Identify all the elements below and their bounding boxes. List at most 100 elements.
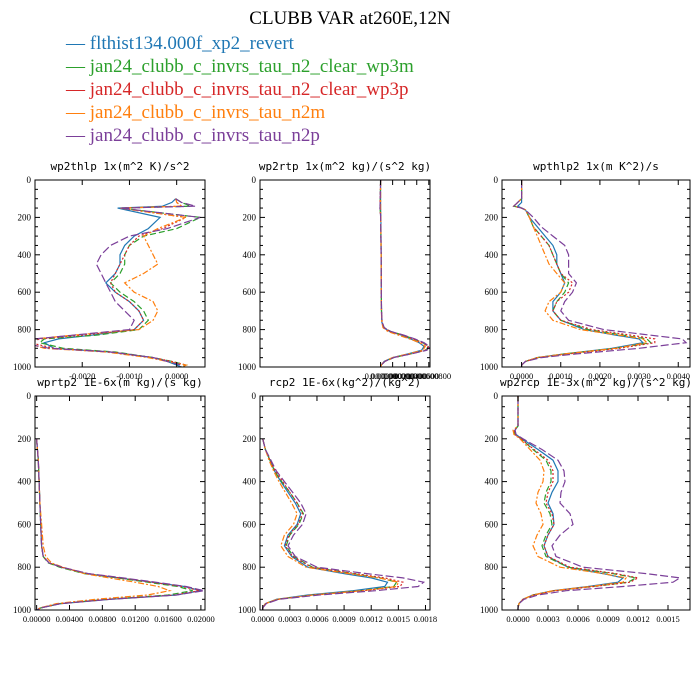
x-tick-label: 0.0009 — [596, 614, 619, 624]
y-tick-label: 400 — [243, 477, 257, 487]
legend-line-icon: — — [66, 102, 90, 123]
x-tick-label: 0.0003 — [278, 614, 301, 624]
x-tick-label: 0.02000 — [187, 614, 215, 624]
series-line — [262, 438, 398, 610]
x-tick-label: -0.0020 — [69, 371, 95, 381]
series-line — [379, 180, 430, 367]
legend-line-icon: — — [66, 79, 90, 100]
y-tick-label: 800 — [18, 562, 32, 572]
chart-panel: wp2thlp 1x(m^2 K)/s^2 0 200 400 600 800 1000 -0… — [13, 160, 206, 381]
panel-title: rcp2 1E-6x(kg^2)/(kg^2) — [269, 376, 421, 389]
x-tick-label: 0.0020 — [588, 371, 611, 381]
panel-title: wp2rtp 1x(m^2 kg)/(s^2 kg) — [259, 160, 431, 173]
y-tick-label: 400 — [485, 250, 499, 260]
series-group — [262, 438, 426, 610]
chart-panel: wp2rcp 1E-3x(m^2 kg)/(s^2 kg)0 200 400 600 8… — [480, 376, 692, 624]
legend-item: — jan24_clubb_c_invrs_tau_n2_clear_wp3m — [66, 55, 414, 78]
legend-line-icon: — — [66, 125, 90, 146]
x-tick-label: 0.0000 — [251, 614, 274, 624]
legend-label: jan24_clubb_c_invrs_tau_n2_clear_wp3p — [89, 79, 409, 100]
chart-panel: wprtp2 1E-6x(m kg)/(s kg) 0 200 400 600 800 10… — [13, 376, 215, 624]
y-tick-label: 800 — [485, 325, 499, 335]
panel-title: wpthlp2 1x(m K^2)/s — [533, 160, 659, 173]
y-tick-label: 200 — [485, 212, 499, 222]
series-line — [512, 180, 653, 367]
x-tick-label: 0.0012 — [360, 614, 383, 624]
legend-label: flthist134.000f_xp2_revert — [89, 33, 294, 54]
y-tick-label: 0 — [27, 175, 32, 185]
x-tick-label: 0.0006 — [566, 614, 589, 624]
series-line — [379, 180, 430, 367]
x-tick-label: 0.01600 — [154, 614, 182, 624]
y-tick-label: 200 — [18, 212, 32, 222]
x-tick-label: 0.00000 — [23, 614, 51, 624]
x-tick-label: 0.0009 — [332, 614, 355, 624]
x-tick-label: 0.00400 — [56, 614, 84, 624]
panel-title: wprtp2 1E-6x(m kg)/(s kg) — [37, 376, 203, 389]
x-tick-label: 0.0012 — [626, 614, 649, 624]
panel-title: wp2rcp 1E-3x(m^2 kg)/(s^2 kg) — [500, 376, 692, 389]
legend-label: jan24_clubb_c_invrs_tau_n2p — [89, 125, 320, 146]
legend: — flthist134.000f_xp2_revert — jan24_clu… — [66, 32, 414, 147]
series-group — [379, 180, 430, 367]
series-line — [38, 198, 203, 367]
legend-item: — jan24_clubb_c_invrs_tau_n2m — [66, 101, 414, 124]
y-tick-label: 800 — [485, 562, 499, 572]
y-tick-label: 0 — [27, 391, 32, 401]
x-tick-label: 0.0000 — [165, 371, 188, 381]
series-group — [512, 180, 688, 367]
y-tick-label: 600 — [18, 287, 32, 297]
series-line — [262, 438, 389, 610]
series-line — [380, 180, 425, 367]
legend-label: jan24_clubb_c_invrs_tau_n2_clear_wp3m — [89, 56, 414, 77]
y-tick-label: 200 — [18, 434, 32, 444]
series-line — [512, 180, 688, 367]
y-tick-label: 800 — [243, 562, 257, 572]
panel-title: wp2thlp 1x(m^2 K)/s^2 — [50, 160, 189, 173]
series-group — [512, 396, 682, 610]
y-tick-label: 0 — [494, 391, 499, 401]
x-tick-label: 0.00800 — [89, 614, 117, 624]
series-line — [262, 438, 426, 610]
chart-panel: rcp2 1E-6x(kg^2)/(kg^2) 0 200 400 600 800 1000… — [238, 376, 437, 624]
plot-frame — [501, 179, 691, 368]
series-line — [262, 438, 400, 610]
series-line — [379, 180, 430, 367]
series-line — [516, 180, 645, 367]
series-line — [512, 396, 628, 610]
series-line — [512, 180, 656, 367]
x-tick-label: 0.0018 — [414, 614, 437, 624]
x-tick-label: 0.0000 — [510, 371, 533, 381]
chart-panel: wp2rtp 1x(m^2 kg)/(s^2 kg)0 200 400 600 800 1… — [238, 160, 451, 381]
series-line — [42, 198, 182, 367]
x-tick-label: 0.0040 — [667, 371, 690, 381]
y-tick-label: 400 — [243, 250, 257, 260]
x-tick-label: 0.0030 — [627, 371, 650, 381]
legend-item: — flthist134.000f_xp2_revert — [66, 32, 414, 55]
x-tick-label: 0.0000 — [506, 614, 529, 624]
series-group — [36, 438, 205, 610]
x-tick-label: 0.000000600 — [394, 371, 439, 381]
y-tick-label: 600 — [485, 287, 499, 297]
series-line — [35, 198, 201, 367]
series-line — [514, 396, 682, 610]
x-tick-label: 0.0015 — [387, 614, 410, 624]
y-tick-label: 0 — [494, 175, 499, 185]
legend-label: jan24_clubb_c_invrs_tau_n2m — [89, 102, 326, 123]
series-line — [380, 180, 427, 367]
x-tick-label: 0.0010 — [549, 371, 572, 381]
y-tick-label: 1000 — [13, 605, 32, 615]
y-tick-label: 400 — [485, 477, 499, 487]
y-tick-label: 0 — [252, 391, 257, 401]
x-tick-label: 0.01200 — [121, 614, 149, 624]
chart-panel: wpthlp2 1x(m K^2)/s 0 200 400 600 800 1000 0.00… — [480, 160, 691, 381]
x-tick-label: 0.000000200 — [370, 371, 415, 381]
series-line — [36, 438, 172, 610]
figure-title: CLUBB VAR at260E,12N — [249, 8, 451, 29]
series-line — [512, 180, 649, 367]
y-tick-label: 200 — [243, 434, 257, 444]
legend-line-icon: — — [66, 56, 90, 77]
y-tick-label: 200 — [243, 212, 257, 222]
x-tick-label: 0.000000400 — [382, 371, 427, 381]
